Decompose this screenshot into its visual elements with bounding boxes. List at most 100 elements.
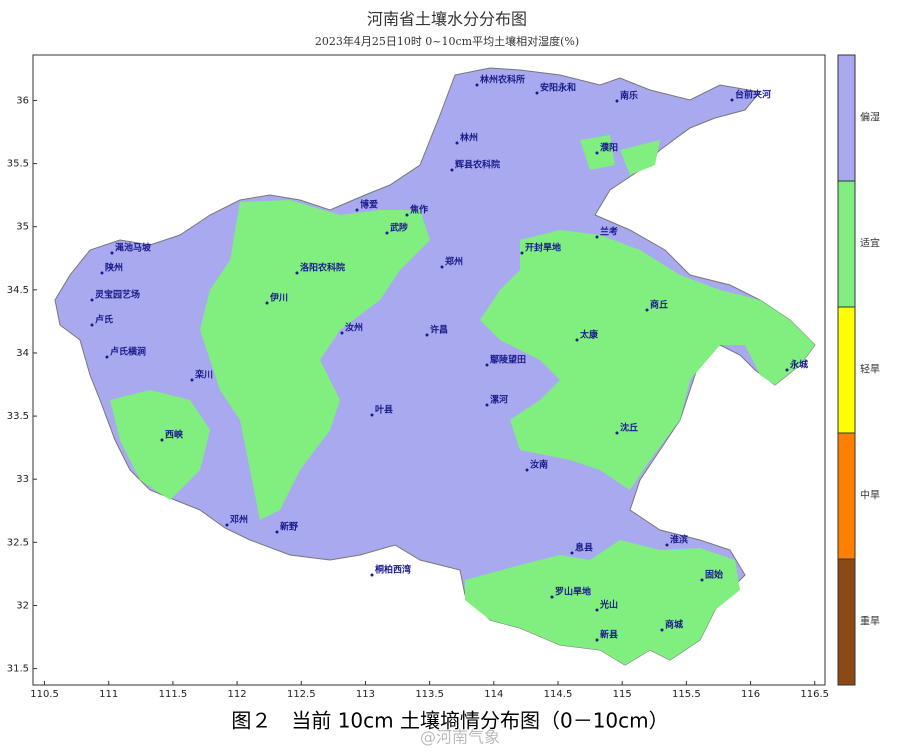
station-label: 光山 — [599, 599, 618, 611]
subtitle: 2023年4月25日10时 0~10cm平均土壤相对湿度(%) — [315, 34, 579, 48]
station-dot — [405, 213, 409, 217]
station-dot — [570, 551, 574, 555]
station-label: 太康 — [579, 329, 599, 341]
station-label: 新野 — [280, 521, 298, 533]
station-dot — [90, 298, 94, 302]
station-label: 西峡 — [165, 429, 184, 441]
station-label: 焦作 — [409, 204, 428, 216]
legend-swatch — [837, 54, 856, 182]
station-dot — [550, 595, 554, 599]
station-label: 安阳永和 — [540, 82, 576, 94]
suitable-area — [110, 390, 210, 500]
station-dot — [485, 403, 489, 407]
y-tick-label: 33.5 — [7, 411, 29, 422]
station-dot — [225, 523, 229, 527]
station-label: 淮滨 — [670, 534, 688, 546]
station-dot — [90, 323, 94, 327]
station-label: 南乐 — [620, 90, 638, 102]
station-dot — [785, 368, 789, 372]
station-dot — [440, 265, 444, 269]
x-tick-label: 116.5 — [800, 689, 829, 700]
x-tick-label: 113.5 — [415, 689, 444, 700]
station-dot — [700, 578, 704, 582]
station-dot — [615, 431, 619, 435]
station-label: 灵宝园艺场 — [94, 289, 140, 301]
station-label: 台前夹河 — [735, 89, 771, 101]
x-tick-label: 111 — [99, 689, 118, 700]
station-dot — [295, 271, 299, 275]
station-dot — [455, 141, 459, 145]
x-tick-label: 113 — [356, 689, 375, 700]
station-label: 洛阳农科院 — [300, 262, 345, 274]
station-label: 罗山旱地 — [555, 586, 591, 598]
legend-label: 中旱 — [860, 489, 880, 502]
station-label: 沈丘 — [620, 422, 638, 434]
station-dot — [645, 308, 649, 312]
station-dot — [265, 301, 269, 305]
x-tick-label: 110.5 — [30, 689, 59, 700]
x-tick-label: 115 — [613, 689, 632, 700]
x-tick-label: 115.5 — [672, 689, 701, 700]
title: 河南省土壤水分分布图 — [367, 10, 527, 29]
caption: 图２ 当前 10cm 土壤墒情分布图（0－10cm） — [231, 709, 668, 733]
y-tick-label: 34 — [16, 348, 29, 359]
station-dot — [385, 231, 389, 235]
station-label: 兰考 — [600, 226, 618, 238]
y-tick-label: 32.5 — [7, 537, 29, 548]
x-tick-label: 114.5 — [544, 689, 573, 700]
station-label: 栾川 — [194, 369, 213, 381]
station-label: 陕州 — [105, 262, 123, 274]
station-dot — [535, 91, 539, 95]
legend-label: 偏湿 — [860, 111, 880, 124]
suitable-area — [480, 230, 815, 490]
legend-swatch — [837, 306, 856, 434]
station-dot — [105, 355, 109, 359]
station-label: 鄢陵望田 — [490, 354, 526, 366]
station-label: 博爱 — [360, 199, 378, 211]
station-dot — [595, 151, 599, 155]
station-label: 固始 — [705, 569, 723, 581]
legend-label: 轻旱 — [860, 363, 880, 376]
station-dot — [370, 413, 374, 417]
station-label: 商城 — [665, 619, 683, 631]
station-label: 林州农科所 — [480, 74, 525, 86]
legend-swatch — [837, 558, 856, 686]
station-label: 辉县农科院 — [455, 159, 500, 171]
station-label: 商丘 — [650, 299, 668, 311]
x-tick-label: 116 — [741, 689, 760, 700]
station-label: 武陟 — [390, 222, 408, 234]
station-label: 桐柏西湾 — [375, 564, 411, 576]
station-dot — [595, 235, 599, 239]
y-tick-label: 33 — [16, 474, 29, 485]
station-label: 伊川 — [269, 292, 288, 304]
station-dot — [370, 573, 374, 577]
henan-map — [54, 67, 816, 666]
station-label: 开封旱地 — [525, 242, 561, 254]
y-tick-label: 34.5 — [7, 285, 29, 296]
legend-swatch — [837, 180, 856, 308]
station-label: 汝南 — [530, 459, 548, 471]
station-label: 汝州 — [345, 322, 363, 334]
station-dot — [190, 378, 194, 382]
y-tick-label: 36 — [16, 95, 29, 106]
station-label: 新县 — [600, 629, 618, 641]
station-dot — [665, 543, 669, 547]
y-tick-label: 35 — [16, 222, 29, 233]
y-tick-label: 32 — [16, 600, 29, 611]
station-label: 林州 — [460, 132, 478, 144]
station-label: 卢氏 — [95, 314, 113, 326]
station-dot — [485, 363, 489, 367]
station-dot — [340, 331, 344, 335]
station-label: 邓州 — [230, 515, 248, 526]
station-dot — [615, 99, 619, 103]
station-label: 濮阳 — [599, 142, 618, 154]
station-dot — [525, 468, 529, 472]
legend-label: 重旱 — [860, 615, 880, 628]
station-dot — [730, 98, 734, 102]
station-label: 永城 — [789, 359, 808, 371]
station-dot — [450, 168, 454, 172]
watermark: @河南气象 — [420, 728, 500, 747]
station-dot — [100, 271, 104, 275]
